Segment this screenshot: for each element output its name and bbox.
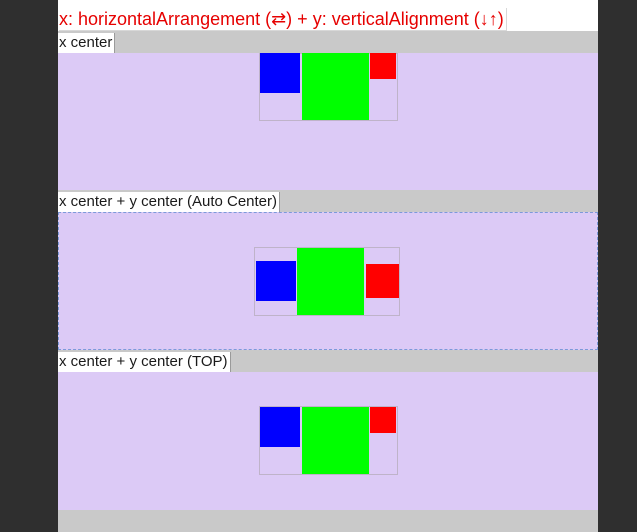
row-bounds (259, 406, 398, 475)
row-bounds (254, 247, 400, 316)
green-box (297, 248, 364, 315)
section-label-top: x center + y center (TOP) (58, 352, 231, 372)
section-label-auto-center: x center + y center (Auto Center) (58, 192, 281, 212)
green-box (302, 53, 369, 120)
blue-box (256, 261, 296, 301)
page-title: x: horizontalArrangement (⇄) + y: vertic… (59, 8, 507, 31)
green-box (302, 407, 369, 474)
blue-box (260, 53, 300, 93)
red-box (370, 407, 396, 433)
header-bar: x: horizontalArrangement (⇄) + y: vertic… (58, 0, 598, 31)
red-box (366, 264, 399, 298)
panel-top[interactable] (58, 372, 598, 510)
panel-auto-center[interactable] (58, 212, 598, 350)
panel-x-center[interactable] (58, 53, 598, 190)
blue-box (260, 407, 300, 447)
section-label-x-center: x center (58, 33, 116, 53)
preview-canvas: x: horizontalArrangement (⇄) + y: vertic… (58, 0, 598, 532)
red-box (370, 53, 396, 79)
